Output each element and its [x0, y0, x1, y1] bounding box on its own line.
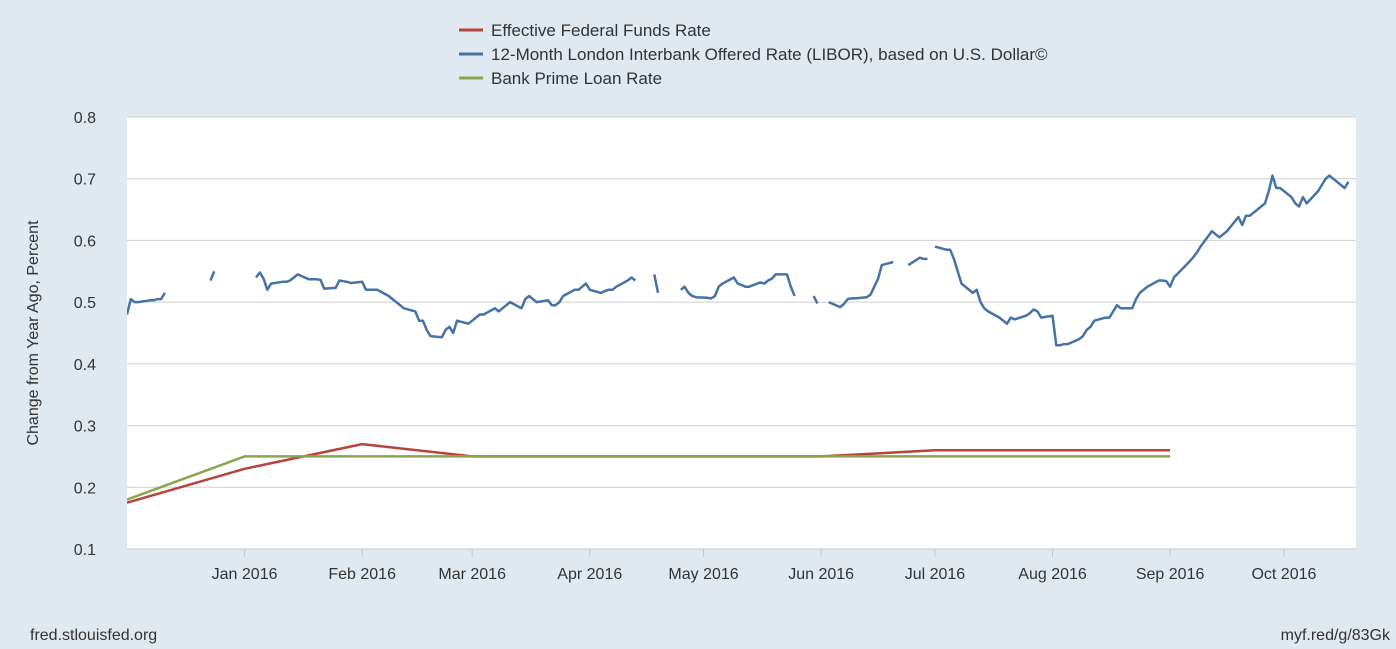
- x-tick-label: Sep 2016: [1136, 566, 1205, 583]
- series-2-segment: [680, 273, 796, 300]
- plot-area: [127, 117, 1356, 549]
- y-tick-label: 0.4: [74, 357, 96, 374]
- y-axis-label: Change from Year Ago, Percent: [25, 220, 42, 446]
- x-tick-label: Jul 2016: [905, 566, 966, 583]
- x-tick-label: Mar 2016: [438, 566, 506, 583]
- chart-canvas: Effective Federal Funds Rate 12-Month Lon…: [25, 21, 1356, 583]
- series-layer: [127, 174, 1350, 504]
- x-tick-label: Apr 2016: [557, 566, 622, 583]
- legend-label-2[interactable]: 12-Month London Interbank Offered Rate (…: [491, 45, 1048, 64]
- series-2-line: [127, 174, 1350, 347]
- x-tick-label: Oct 2016: [1251, 566, 1316, 583]
- x-tick-label: Jan 2016: [212, 566, 278, 583]
- series-2-segment: [907, 256, 928, 267]
- series-2-segment: [828, 260, 894, 309]
- source-credit[interactable]: fred.stlouisfed.org: [30, 627, 158, 644]
- short-url[interactable]: myf.red/g/83Gk: [1280, 627, 1390, 644]
- legend-label-3[interactable]: Bank Prime Loan Rate: [491, 69, 662, 88]
- y-tick-label: 0.3: [74, 419, 96, 436]
- x-tick-label: Feb 2016: [328, 566, 396, 583]
- series-2-segment: [812, 295, 819, 304]
- x-tick-label: Aug 2016: [1018, 566, 1087, 583]
- y-tick-label: 0.5: [74, 295, 96, 312]
- series-2-segment: [127, 292, 166, 315]
- y-tick-label: 0.2: [74, 480, 96, 497]
- axes: 0.1 0.2 0.3 0.4 0.5 0.6 0.7 0.8 Jan 2016 Feb 2016…: [25, 110, 1356, 583]
- series-2-segment: [255, 271, 637, 339]
- series-3-line: [127, 455, 1171, 501]
- gridlines: [127, 116, 1356, 488]
- x-tick-label: Jun 2016: [788, 566, 854, 583]
- series-2-segment: [934, 174, 1350, 347]
- y-tick-label: 0.1: [74, 542, 96, 559]
- series-2-segment: [209, 270, 216, 281]
- y-tick-label: 0.6: [74, 233, 96, 250]
- y-tick-label: 0.8: [74, 110, 96, 127]
- x-tick-label: May 2016: [668, 566, 738, 583]
- series-2-segment: [653, 274, 660, 294]
- series-3-segment: [127, 455, 1171, 501]
- y-tick-label: 0.7: [74, 172, 96, 189]
- legend-label-1[interactable]: Effective Federal Funds Rate: [491, 21, 711, 40]
- legend: Effective Federal Funds Rate 12-Month Lon…: [459, 21, 1048, 88]
